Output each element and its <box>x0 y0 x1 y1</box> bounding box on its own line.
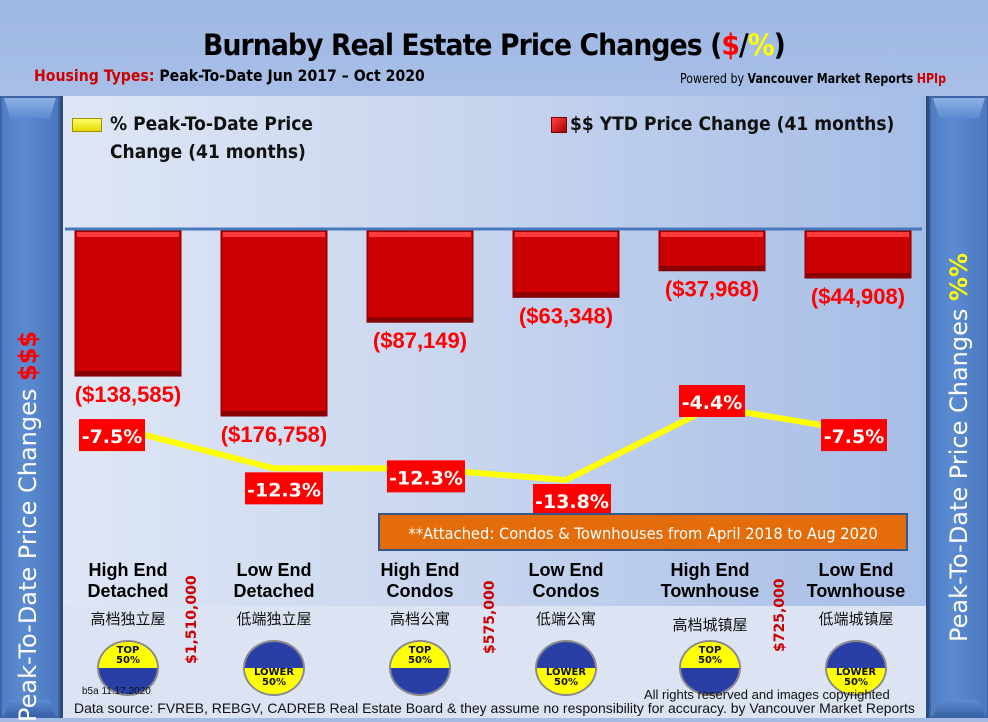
version-stamp: b5a 11.17.2020 <box>82 686 151 697</box>
lower-50-badge-icon: LOWER 50% <box>535 640 597 696</box>
category-chinese-label: 高档独立屋 <box>90 610 166 628</box>
bar-5: ($44,908) <box>804 230 912 309</box>
legend-bar-swatch <box>551 117 567 133</box>
percent-value-label: -7.5% <box>824 426 885 448</box>
line-point-5: -7.5% <box>821 419 887 452</box>
bar-rect <box>804 230 912 279</box>
bar-rect <box>74 230 182 377</box>
line-point-2: -12.3% <box>387 460 465 493</box>
legend-bar-label: $$ YTD Price Change (41 months) <box>570 113 895 135</box>
category-chinese-label: 低端公寓 <box>535 610 596 628</box>
bar-rect <box>366 230 474 323</box>
bar-shadow <box>368 317 472 323</box>
bar-0: ($138,585) <box>74 230 182 407</box>
price-split-townhouse: $725,000 <box>772 578 788 652</box>
top-50-badge-icon: TOP 50% <box>679 640 741 696</box>
percent-value-label: -12.3% <box>389 467 463 489</box>
bar-1: ($176,758) <box>220 230 328 447</box>
bar-highlight <box>807 232 909 237</box>
category-label: High End Townhouse <box>660 560 760 601</box>
bar-shadow <box>222 411 326 416</box>
bar-highlight <box>77 232 179 237</box>
bar-highlight <box>661 232 763 237</box>
left-axis-banner: Peak-To-Date Price Changes $$$ <box>0 96 63 722</box>
bar-rect <box>658 230 766 272</box>
bar-rect <box>512 230 620 298</box>
percent-label-bg <box>79 419 145 452</box>
bar-value-label: ($63,348) <box>519 303 613 328</box>
category-chinese-label: 高档城镇屋 <box>672 616 748 634</box>
bar-value-label: ($138,585) <box>75 382 181 407</box>
line-point-0: -7.5% <box>79 419 145 452</box>
bar-shadow <box>76 371 180 377</box>
category-label: Low End Condos <box>528 560 604 601</box>
percent-label-bg <box>387 460 465 493</box>
category-chinese-label: 高档公寓 <box>389 610 450 628</box>
attached-note: **Attached: Condos & Townhouses from Apr… <box>378 513 908 551</box>
category-label: High End Detached <box>87 560 169 601</box>
category-chinese-label: 低端城镇屋 <box>818 610 894 628</box>
category-label: Low End Detached <box>233 560 315 601</box>
percent-value-label: -7.5% <box>82 426 143 448</box>
percent-label-bg <box>679 385 745 417</box>
line-point-4: -4.4% <box>679 385 745 417</box>
lower-50-badge-icon: LOWER 50% <box>243 640 305 696</box>
percent-label-bg <box>533 484 611 516</box>
percent-value-label: -13.8% <box>535 491 609 513</box>
category-chinese-label: 低端独立屋 <box>236 610 312 628</box>
percent-label-bg <box>245 472 323 505</box>
line-point-3: -13.8% <box>533 484 611 516</box>
lower-50-badge-icon: LOWER 50% <box>825 640 887 696</box>
chart-title: Burnaby Real Estate Price Changes ($/%) <box>203 28 786 62</box>
bar-3: ($63,348) <box>512 230 620 328</box>
top-50-badge-icon: TOP 50% <box>389 640 451 696</box>
category-label: Low End Townhouse <box>806 560 906 601</box>
powered-by: Powered by Vancouver Market Reports HPIp <box>679 72 946 87</box>
bar-4: ($37,968) <box>658 230 766 302</box>
bar-value-label: ($37,968) <box>665 277 759 302</box>
bar-shadow <box>806 273 910 279</box>
bar-shadow <box>660 265 764 271</box>
top-50-badge-icon: TOP 50% <box>97 640 159 696</box>
bar-rect <box>220 230 328 417</box>
bar-highlight <box>223 232 325 237</box>
line-point-1: -12.3% <box>245 472 323 505</box>
bar-highlight <box>369 232 471 237</box>
price-split-condos: $575,000 <box>482 580 498 654</box>
bar-highlight <box>515 232 617 237</box>
bar-2: ($87,149) <box>366 230 474 353</box>
bar-value-label: ($44,908) <box>811 284 905 309</box>
right-axis-banner: Peak-To-Date Price Changes %% <box>926 96 988 718</box>
bar-value-label: ($87,149) <box>373 328 467 353</box>
legend-line-swatch <box>72 118 102 132</box>
rights-text: All rights reserved and images copyright… <box>644 687 890 702</box>
bar-shadow <box>514 292 618 298</box>
percent-value-label: -4.4% <box>682 392 743 414</box>
data-source: Data source: FVREB, REBGV, CADREB Real E… <box>74 700 915 716</box>
bar-value-label: ($176,758) <box>221 422 327 447</box>
percent-label-bg <box>821 419 887 452</box>
price-split-detached: $1,510,000 <box>184 575 200 664</box>
category-label: High End Condos <box>380 560 460 601</box>
chart-subtitle: Housing Types: Peak-To-Date Jun 2017 – O… <box>34 66 425 85</box>
header-band <box>0 0 988 96</box>
category-band <box>62 606 926 718</box>
legend-line-label: % Peak-To-Date Price Change (41 months) <box>110 113 313 163</box>
percent-value-label: -12.3% <box>247 479 321 501</box>
